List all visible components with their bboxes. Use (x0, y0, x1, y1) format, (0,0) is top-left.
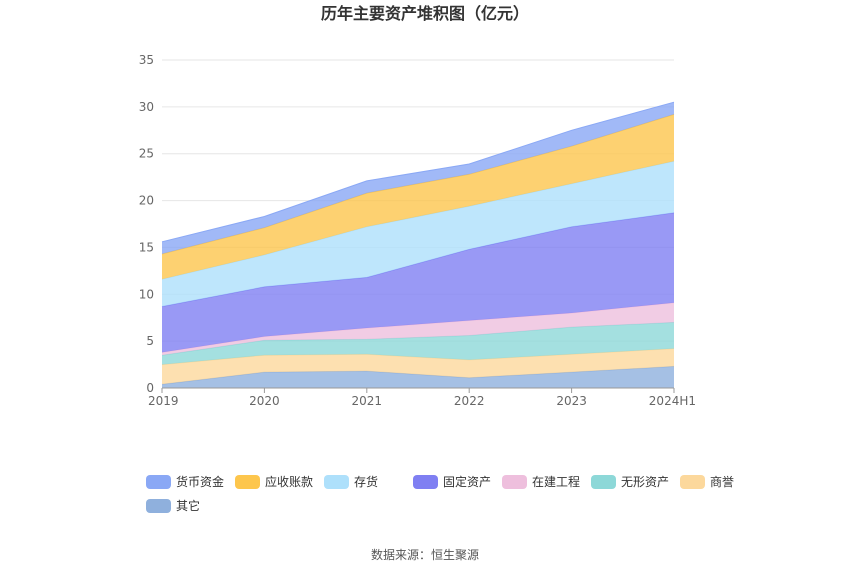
y-tick-label: 10 (139, 287, 154, 301)
area-series-3[interactable] (162, 302, 674, 356)
x-tick-label: 2022 (454, 394, 485, 408)
legend-item[interactable]: 商誉 (680, 474, 734, 489)
legend-swatch (146, 499, 171, 513)
legend-swatch (680, 475, 705, 489)
axis-layer: 0 5 10 15 20 25 30 35 2019 2020 2021 2022 2023 2024H1 (139, 53, 696, 408)
legend-item[interactable]: 在建工程 (502, 474, 580, 489)
area-series-6[interactable] (162, 114, 674, 280)
x-tick-label: 2019 (148, 394, 179, 408)
legend-label: 其它 (176, 498, 200, 513)
x-tick-label: 2020 (249, 394, 280, 408)
legend-swatch (324, 475, 349, 489)
area-series-2[interactable] (162, 322, 674, 365)
legend-label: 商誉 (710, 474, 734, 489)
x-tick-label: 2021 (352, 394, 383, 408)
x-tick-label: 2024H1 (649, 394, 696, 408)
legend-item[interactable]: 存货 (324, 474, 378, 489)
y-tick-label: 35 (139, 53, 154, 67)
legend-label: 应收账款 (265, 474, 313, 489)
legend-item[interactable]: 固定资产 (413, 474, 491, 489)
legend-swatch (146, 475, 171, 489)
y-tick-label: 30 (139, 100, 154, 114)
area-series-4[interactable] (162, 212, 674, 353)
legend-swatch (413, 475, 438, 489)
area-series-0[interactable] (162, 366, 674, 388)
area-series-7[interactable] (162, 102, 674, 254)
legend-swatch (591, 475, 616, 489)
y-tick-label: 5 (146, 334, 154, 348)
area-series-1[interactable] (162, 348, 674, 385)
legend-item[interactable]: 货币资金 (146, 474, 224, 489)
legend-swatch (235, 475, 260, 489)
data-source-note: 数据来源：恒生聚源 (371, 547, 479, 562)
legend-label: 固定资产 (443, 474, 491, 489)
legend-swatch (502, 475, 527, 489)
area-series-5[interactable] (162, 161, 674, 307)
legend-label: 无形资产 (621, 475, 669, 489)
legend-item[interactable]: 无形资产 (591, 475, 669, 489)
y-tick-label: 20 (139, 194, 154, 208)
legend-label: 在建工程 (532, 474, 580, 489)
area-series-edge-7 (161, 101, 675, 243)
chart-title: 历年主要资产堆积图（亿元） (321, 4, 529, 23)
area-layer (161, 101, 675, 388)
legend-item[interactable]: 其它 (146, 498, 200, 513)
legend-label: 存货 (354, 474, 378, 489)
y-tick-label: 0 (146, 381, 154, 395)
legend-item[interactable]: 应收账款 (235, 474, 313, 489)
legend-label: 货币资金 (176, 474, 224, 489)
y-tick-label: 15 (139, 240, 154, 254)
y-tick-label: 25 (139, 147, 154, 161)
x-tick-label: 2023 (556, 394, 587, 408)
